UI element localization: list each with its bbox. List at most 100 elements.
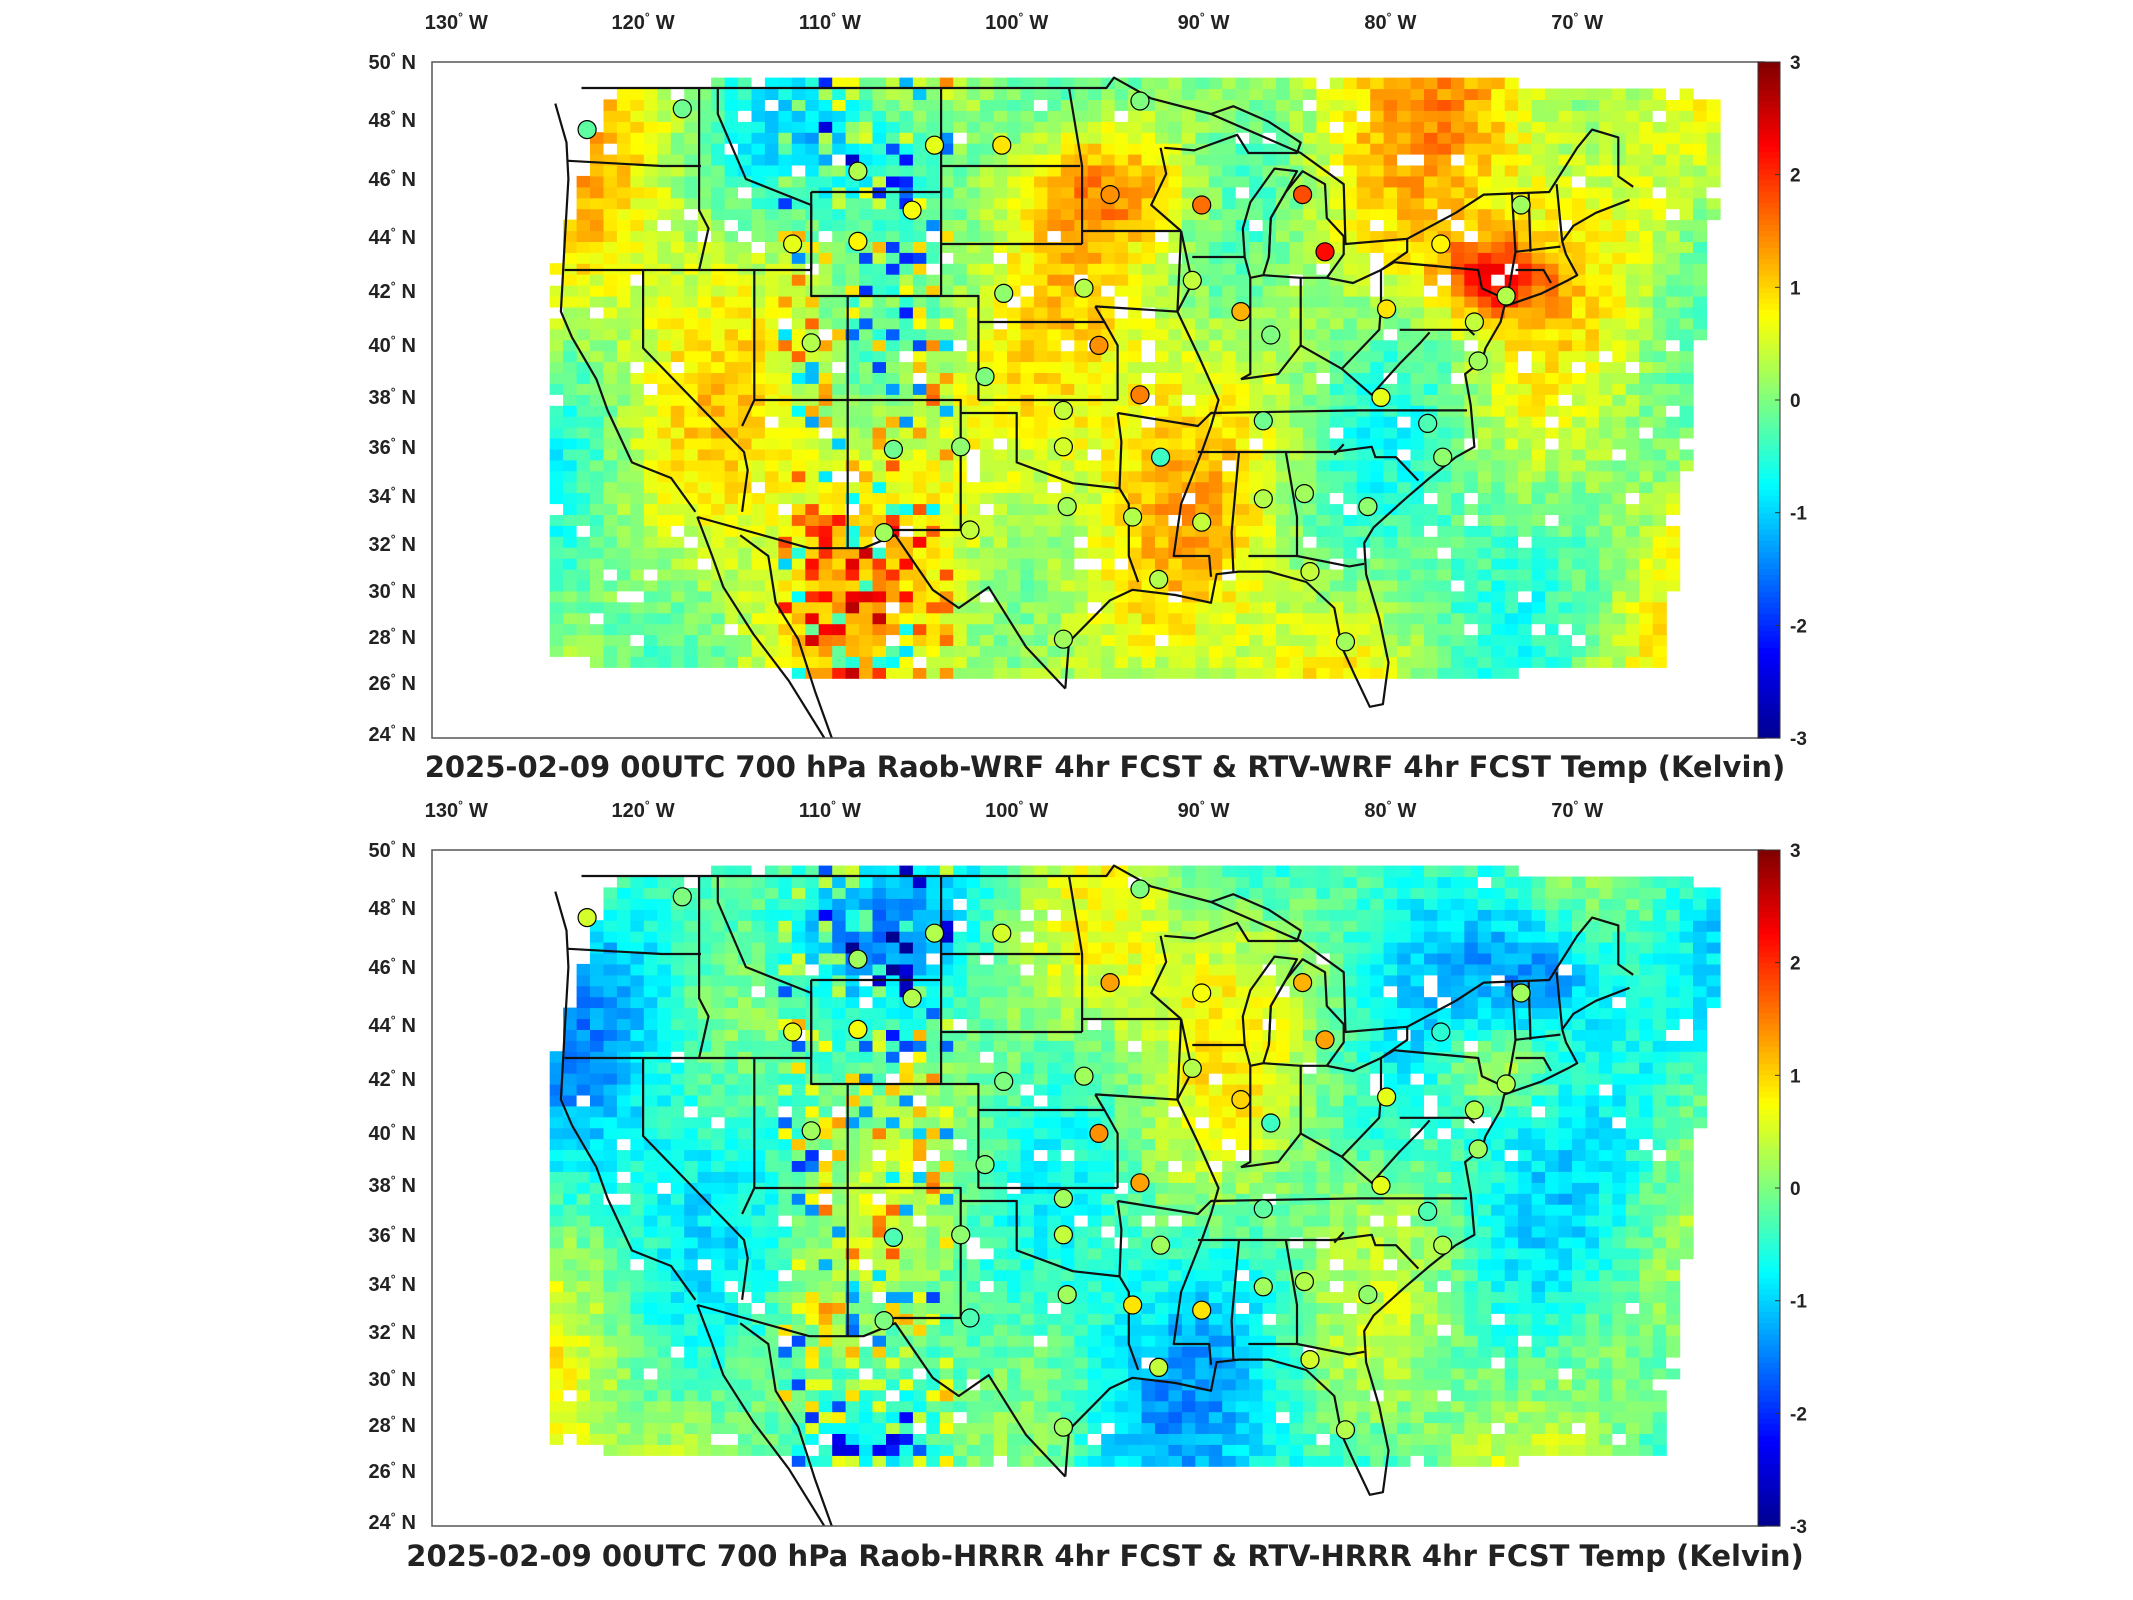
field-cell — [1693, 230, 1708, 242]
field-cell — [1128, 219, 1143, 232]
field-cell — [1370, 601, 1385, 614]
field-cell — [1249, 579, 1264, 592]
field-cell — [1007, 579, 1022, 592]
colorbar-cell — [1758, 90, 1780, 97]
field-cell — [778, 569, 793, 581]
field-cell — [1087, 285, 1102, 297]
field-cell — [939, 317, 954, 330]
field-cell — [738, 438, 753, 450]
field-cell — [1222, 448, 1237, 461]
field-cell — [1397, 361, 1412, 373]
field-cell — [1060, 110, 1075, 122]
field-cell — [1316, 372, 1331, 384]
field-cell — [1047, 590, 1062, 603]
field-cell — [684, 197, 699, 210]
field-cell — [1531, 197, 1546, 210]
field-cell — [1141, 569, 1156, 581]
field-cell — [1168, 77, 1183, 90]
field-cell — [966, 405, 981, 417]
field-cell — [1074, 612, 1089, 625]
field-cell — [1141, 623, 1156, 636]
field-cell — [1087, 536, 1102, 548]
field-cell — [1410, 263, 1425, 275]
field-cell — [1356, 623, 1371, 636]
field-cell — [1249, 558, 1264, 570]
field-cell — [1558, 306, 1573, 319]
field-cell — [1397, 77, 1412, 90]
field-cell — [912, 154, 927, 166]
field-cell — [697, 285, 712, 297]
field-cell — [1262, 121, 1277, 133]
field-cell — [778, 306, 793, 319]
field-cell — [1410, 154, 1425, 166]
field-cell — [1128, 459, 1143, 472]
field-cell — [684, 590, 699, 603]
field-cell — [1195, 154, 1210, 166]
field-cell — [1101, 634, 1116, 646]
field-cell — [684, 656, 699, 668]
lat-tick-label: 48° N — [368, 108, 416, 132]
field-cell — [1047, 274, 1062, 286]
field-cell — [1128, 416, 1143, 428]
field-cell — [1235, 492, 1250, 505]
field-cell — [845, 634, 860, 646]
field-cell — [1222, 263, 1237, 275]
field-cell — [1289, 328, 1304, 341]
field-cell — [1572, 634, 1587, 646]
field-cell — [872, 88, 887, 100]
field-cell — [1639, 339, 1654, 352]
field-cell — [1545, 274, 1560, 286]
field-cell — [1087, 427, 1102, 439]
field-cell — [845, 569, 860, 581]
field-cell — [1424, 623, 1439, 636]
colorbar-cell — [1758, 146, 1780, 153]
field-cell — [1679, 208, 1694, 221]
field-cell — [886, 623, 901, 636]
field-cell — [1141, 667, 1156, 679]
field-cell — [1612, 405, 1627, 417]
field-cell — [657, 208, 672, 221]
field-cell — [1504, 569, 1519, 581]
field-cell — [616, 219, 631, 232]
field-cell — [1302, 667, 1317, 679]
field-cell — [1181, 339, 1196, 352]
field-cell — [1693, 241, 1708, 253]
field-cell — [1289, 416, 1304, 428]
field-cell — [886, 143, 901, 155]
field-cell — [1087, 579, 1102, 592]
field-cell — [778, 416, 793, 428]
field-cell — [1128, 492, 1143, 505]
field-cell — [899, 88, 914, 100]
field-cell — [899, 558, 914, 570]
field-cell — [1235, 558, 1250, 570]
field-cell — [1491, 328, 1506, 341]
degree-mark: ° — [391, 225, 396, 239]
field-cell — [1007, 372, 1022, 384]
field-cell — [1020, 438, 1035, 450]
field-cell — [764, 427, 779, 439]
field-cell — [1087, 132, 1102, 144]
field-cell — [926, 99, 941, 111]
field-cell — [603, 525, 618, 537]
field-cell — [1558, 197, 1573, 210]
field-cell — [576, 208, 591, 221]
field-cell — [899, 165, 914, 177]
field-cell — [1222, 186, 1237, 199]
field-cell — [993, 208, 1008, 221]
field-cell — [1316, 121, 1331, 133]
field-cell — [1168, 88, 1183, 100]
field-cell — [966, 350, 981, 363]
field-cell — [751, 438, 766, 450]
field-cell — [872, 623, 887, 636]
field-cell — [1450, 569, 1465, 581]
hemisphere: N — [402, 110, 416, 132]
field-cell — [1356, 175, 1371, 188]
field-cell — [711, 547, 726, 559]
field-cell — [1370, 448, 1385, 461]
field-cell — [1343, 590, 1358, 603]
field-cell — [1518, 285, 1533, 297]
field-cell — [1437, 263, 1452, 275]
field-cell — [1437, 383, 1452, 395]
field-cell — [1329, 263, 1344, 275]
field-cell — [1518, 372, 1533, 384]
